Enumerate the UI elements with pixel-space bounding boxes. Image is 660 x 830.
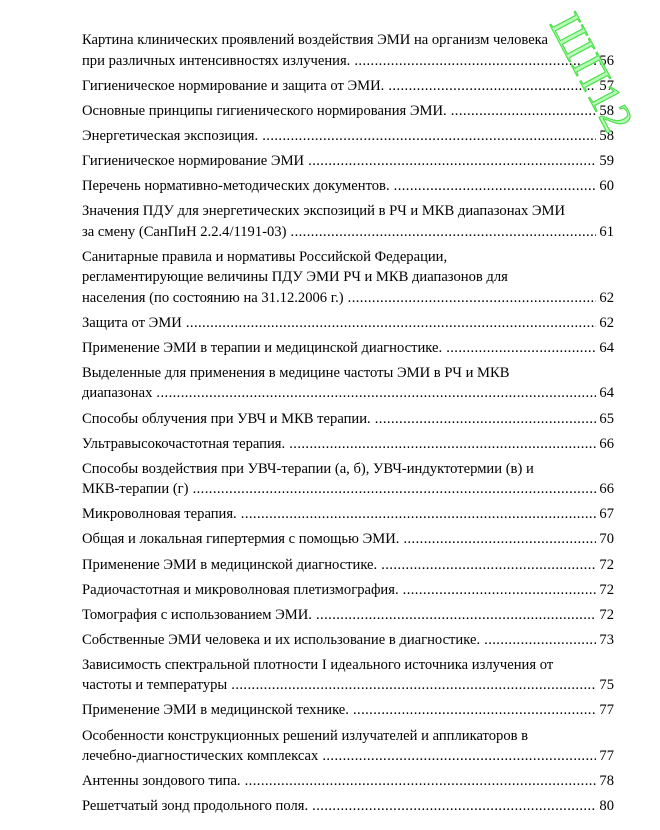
toc-entry-title-line: Гигиеническое нормирование и защита от Э… (82, 76, 614, 97)
toc-entry-title-line: Основные принципы гигиенического нормиро… (82, 101, 614, 122)
toc-entry[interactable]: Применение ЭМИ в медицинской технике.77 (82, 700, 614, 721)
toc-page-number: 64 (596, 337, 614, 359)
toc-page-number: 60 (596, 175, 614, 197)
toc-entry[interactable]: Гигиеническое нормирование и защита от Э… (82, 75, 614, 97)
toc-page-number: 58 (596, 125, 614, 147)
toc-entry-title-line: при различных интенсивностях излучения. (82, 51, 614, 72)
toc-page-number: 58 (596, 100, 614, 122)
toc-entry-title-line: Энергетическая экспозиция. (82, 126, 614, 147)
toc-page-number: 72 (596, 604, 614, 626)
toc-entry[interactable]: Выделенные для применения в медицине час… (82, 363, 614, 404)
toc-entry-title-line: Значения ПДУ для энергетических экспозиц… (82, 203, 566, 220)
toc-page-number: 62 (596, 312, 614, 334)
toc-entry[interactable]: Способы воздействия при УВЧ-терапии (а, … (82, 459, 614, 500)
toc-entry-title-line: Способы облучения при УВЧ и МКВ терапии. (82, 409, 614, 430)
toc-entry[interactable]: Общая и локальная гипертермия с помощью … (82, 529, 614, 550)
toc-entry-title-line: Радиочастотная и микроволновая плетизмог… (82, 580, 614, 601)
toc-entry-title-line: Применение ЭМИ в медицинской технике. (82, 700, 614, 721)
toc-page-number: 72 (596, 579, 614, 601)
toc-page-number: 59 (596, 150, 614, 172)
toc-page-number: 78 (596, 771, 614, 792)
toc-entry[interactable]: Энергетическая экспозиция.58 (82, 125, 614, 147)
toc-page-number: 73 (596, 629, 614, 651)
toc-entry-title-line: МКВ-терапии (г) (82, 479, 614, 500)
toc-entry-title-line: Антенны зондового типа. (82, 771, 614, 792)
toc-entry[interactable]: Защита от ЭМИ62 (82, 312, 614, 334)
toc-entry-title-line: частоты и температуры (82, 675, 614, 696)
toc-entry-title-line: Общая и локальная гипертермия с помощью … (82, 529, 614, 550)
toc-page-number: 77 (596, 700, 614, 721)
toc-page-number: 75 (596, 675, 614, 696)
toc-page-number: 72 (596, 554, 614, 575)
toc-entry-title-line: лечебно-диагностических комплексах (82, 746, 614, 767)
toc-entry[interactable]: Особенности конструкционных решений излу… (82, 726, 614, 767)
toc-entry[interactable]: Решетчатый зонд продольного поля.80 (82, 796, 614, 817)
toc-entry-title-line: Ультравысокочастотная терапия. (82, 434, 614, 455)
toc-entry[interactable]: Гигиеническое нормирование ЭМИ59 (82, 150, 614, 172)
toc-page-number: 65 (596, 408, 614, 430)
toc-entry-title-line: Томография с использованием ЭМИ. (82, 605, 614, 626)
toc-entry-title-line: Перечень нормативно-методических докумен… (82, 176, 614, 197)
toc-page-number: 77 (596, 746, 614, 767)
toc-entry-title-line: Выделенные для применения в медицине час… (82, 364, 510, 381)
toc-entry[interactable]: Применение ЭМИ в терапии и медицинской д… (82, 337, 614, 359)
toc-entry[interactable]: Ультравысокочастотная терапия.66 (82, 433, 614, 455)
toc-entry[interactable]: Картина клинических проявлений воздейств… (82, 30, 614, 71)
toc-page-number: 56 (596, 50, 614, 71)
toc-entry-title-line: населения (по состоянию на 31.12.2006 г.… (82, 288, 614, 309)
toc-entry-title-line: диапазонах (82, 383, 614, 404)
toc-entry[interactable]: Зависимость спектральной плотности I иде… (82, 655, 614, 696)
toc-entry[interactable]: Томография с использованием ЭМИ.72 (82, 604, 614, 626)
toc-entry-title-line: Применение ЭМИ в терапии и медицинской д… (82, 338, 614, 359)
toc-page-number: 62 (596, 287, 614, 309)
toc-entry[interactable]: Микроволновая терапия.67 (82, 504, 614, 525)
toc-page-number: 67 (596, 504, 614, 525)
toc-entry[interactable]: Антенны зондового типа.78 (82, 771, 614, 792)
toc-entry[interactable]: Собственные ЭМИ человека и их использова… (82, 629, 614, 651)
toc-entry-title-line: Применение ЭМИ в медицинской диагностике… (82, 555, 614, 576)
toc-entry[interactable]: Применение ЭМИ в медицинской диагностике… (82, 554, 614, 576)
toc-entry-title-line: Способы воздействия при УВЧ-терапии (а, … (82, 460, 534, 477)
toc-entry-title-line: Зависимость спектральной плотности I иде… (82, 656, 554, 673)
toc-page-number: 66 (596, 479, 614, 500)
toc-entry[interactable]: Способы облучения при УВЧ и МКВ терапии.… (82, 408, 614, 430)
toc-entry-title-line: Картина клинических проявлений воздейств… (82, 32, 549, 48)
toc-entry-title-line: Собственные ЭМИ человека и их использова… (82, 630, 614, 651)
toc-page-number: 61 (596, 221, 614, 243)
toc-entry-title-line: Решетчатый зонд продольного поля. (82, 796, 614, 817)
toc-entry-title-line: за смену (СанПиН 2.2.4/1191-03) (82, 222, 614, 243)
toc-entry-title-line: Особенности конструкционных решений излу… (82, 727, 529, 744)
toc-page-number: 57 (596, 75, 614, 97)
toc-entry-title-line: Защита от ЭМИ (82, 313, 614, 334)
toc-page-number: 70 (596, 529, 614, 550)
table-of-contents: Картина клинических проявлений воздейств… (82, 30, 614, 821)
toc-entry-title-line: Гигиеническое нормирование ЭМИ (82, 151, 614, 172)
toc-page-number: 66 (596, 433, 614, 455)
toc-entry-title-line: Санитарные правила и нормативы Российско… (82, 248, 448, 265)
toc-entry[interactable]: Перечень нормативно-методических докумен… (82, 175, 614, 197)
toc-entry-title-line: Микроволновая терапия. (82, 504, 614, 525)
toc-entry[interactable]: Основные принципы гигиенического нормиро… (82, 100, 614, 122)
toc-entry[interactable]: Значения ПДУ для энергетических экспозиц… (82, 201, 614, 243)
toc-page-number: 64 (596, 383, 614, 404)
toc-entry[interactable]: Санитарные правила и нормативы Российско… (82, 247, 614, 309)
toc-entry[interactable]: Радиочастотная и микроволновая плетизмог… (82, 579, 614, 601)
toc-entry-title-line: регламентирующие величины ПДУ ЭМИ РЧ и М… (82, 269, 508, 286)
toc-page-number: 80 (596, 796, 614, 817)
